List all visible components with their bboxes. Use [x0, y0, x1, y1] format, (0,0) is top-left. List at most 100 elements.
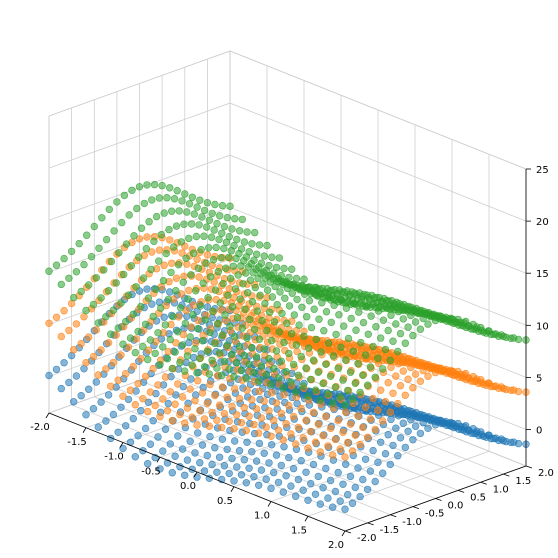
- data-point: [289, 412, 298, 421]
- data-point: [255, 335, 264, 343]
- data-point: [256, 291, 264, 299]
- data-point: [163, 194, 171, 202]
- data-point: [311, 386, 320, 394]
- data-point: [292, 492, 300, 500]
- data-point: [126, 386, 135, 394]
- data-point: [340, 288, 349, 296]
- data-point: [109, 410, 118, 419]
- data-point: [205, 216, 214, 225]
- data-point: [361, 351, 370, 359]
- data-point: [246, 276, 255, 284]
- data-point: [324, 390, 332, 398]
- data-point: [237, 366, 246, 375]
- data-point: [345, 292, 353, 301]
- data-point: [265, 459, 273, 467]
- data-point: [371, 477, 379, 486]
- data-point: [187, 220, 196, 228]
- data-point: [381, 397, 390, 406]
- data-point: [299, 434, 307, 442]
- data-point: [276, 288, 284, 296]
- data-point: [180, 220, 188, 228]
- data-point: [409, 436, 417, 444]
- data-point: [396, 329, 405, 338]
- data-point: [165, 225, 173, 234]
- data-point: [322, 360, 330, 368]
- data-point: [295, 321, 303, 329]
- data-point: [246, 315, 254, 324]
- data-point: [350, 299, 358, 307]
- data-point: [104, 287, 113, 295]
- data-point: [280, 390, 288, 399]
- data-point: [213, 416, 221, 424]
- data-point: [124, 291, 133, 299]
- data-point: [275, 328, 283, 336]
- data-point: [65, 274, 73, 282]
- data-point: [211, 444, 219, 452]
- data-point: [297, 457, 305, 465]
- data-point: [243, 438, 251, 446]
- data-point: [270, 468, 278, 477]
- data-point: [316, 448, 324, 456]
- data-point: [292, 341, 301, 349]
- grid-line-y: [71, 107, 368, 524]
- data-point: [196, 459, 204, 467]
- y-tick-mark: [480, 481, 487, 485]
- data-point: [77, 339, 85, 348]
- data-point: [155, 194, 164, 202]
- data-point: [161, 321, 170, 329]
- data-point: [77, 392, 85, 400]
- data-point: [194, 429, 202, 437]
- data-point: [215, 453, 224, 461]
- data-point: [339, 376, 347, 384]
- data-point: [100, 266, 108, 274]
- data-point: [168, 469, 177, 477]
- data-point: [341, 505, 349, 513]
- data-point: [189, 249, 198, 257]
- data-point: [233, 313, 242, 322]
- data-point: [84, 333, 93, 341]
- x-tick-label: 0.5: [217, 496, 233, 507]
- data-point: [250, 368, 258, 377]
- data-point: [407, 311, 415, 320]
- data-point: [270, 318, 279, 326]
- data-point: [499, 332, 508, 341]
- data-point: [252, 405, 261, 413]
- data-point: [255, 439, 264, 448]
- x-tick-mark: [304, 516, 309, 522]
- data-point: [218, 331, 227, 339]
- x-tick-mark: [45, 412, 50, 419]
- data-point: [274, 374, 283, 382]
- data-point: [374, 307, 383, 315]
- data-point: [94, 371, 103, 379]
- data-point: [144, 346, 153, 354]
- data-point: [206, 328, 214, 337]
- data-point: [384, 431, 392, 439]
- data-point: [402, 306, 410, 314]
- data-point: [166, 440, 175, 448]
- data-point: [174, 380, 182, 388]
- data-point: [225, 417, 233, 425]
- data-point: [193, 255, 201, 263]
- data-point: [94, 423, 103, 431]
- data-point: [186, 333, 194, 341]
- data-point: [253, 307, 261, 315]
- data-point: [462, 317, 470, 326]
- x-tick-label: 0.0: [180, 481, 196, 492]
- y-tick-label: 1.0: [493, 484, 509, 495]
- data-point: [225, 469, 233, 478]
- data-point: [226, 202, 234, 210]
- data-point: [157, 304, 165, 312]
- data-point: [181, 319, 190, 328]
- data-point: [92, 378, 101, 386]
- data-point: [285, 401, 293, 410]
- data-point: [507, 438, 515, 447]
- data-point: [355, 308, 363, 316]
- data-point: [280, 443, 288, 451]
- data-point: [307, 375, 315, 384]
- data-point: [322, 412, 330, 421]
- data-point: [454, 315, 462, 324]
- data-point: [399, 315, 407, 323]
- data-point: [119, 444, 127, 453]
- data-point: [164, 295, 173, 304]
- data-point: [394, 347, 402, 356]
